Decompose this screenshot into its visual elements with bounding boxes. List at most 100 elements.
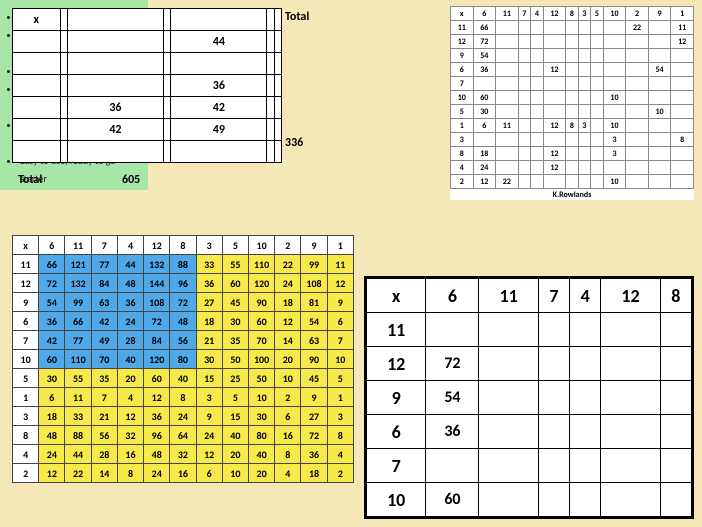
bl-header: 12 bbox=[144, 236, 170, 255]
bl-cell: 100 bbox=[248, 350, 274, 369]
tr-cell bbox=[626, 161, 649, 175]
bl-cell: 60 bbox=[248, 312, 274, 331]
tr-header: x bbox=[451, 7, 474, 21]
bl-header: 5 bbox=[222, 236, 248, 255]
tr-cell: 8 bbox=[566, 119, 579, 133]
tr-cell bbox=[518, 35, 531, 49]
tr-cell bbox=[543, 49, 566, 63]
bl-cell: 40 bbox=[117, 350, 143, 369]
bl-cell: 16 bbox=[275, 426, 301, 445]
bl-cell: 56 bbox=[91, 426, 117, 445]
br-row-header: 11 bbox=[367, 313, 426, 347]
tl-cell bbox=[13, 97, 61, 119]
bl-cell: 63 bbox=[301, 331, 327, 350]
tr-cell bbox=[671, 63, 694, 77]
bl-cell: 9 bbox=[327, 293, 353, 312]
bl-cell: 77 bbox=[91, 255, 117, 274]
bl-cell: 18 bbox=[39, 407, 65, 426]
tl-cell bbox=[274, 31, 281, 53]
bl-cell: 40 bbox=[248, 445, 274, 464]
tr-cell bbox=[591, 35, 604, 49]
bl-cell: 22 bbox=[275, 255, 301, 274]
tr-cell: 22 bbox=[496, 175, 519, 189]
tr-cell bbox=[626, 63, 649, 77]
br-cell bbox=[538, 347, 569, 381]
tr-cell bbox=[496, 77, 519, 91]
tr-cell: 54 bbox=[648, 63, 671, 77]
tr-cell bbox=[543, 91, 566, 105]
tl-cell bbox=[67, 53, 163, 75]
bl-cell: 20 bbox=[117, 369, 143, 388]
tr-cell bbox=[626, 91, 649, 105]
tl-cell bbox=[60, 75, 67, 97]
tr-cell: 12 bbox=[543, 63, 566, 77]
tl-total-label: Total bbox=[285, 10, 309, 24]
tr-cell bbox=[648, 21, 671, 35]
br-header: 4 bbox=[570, 279, 601, 313]
bl-cell: 35 bbox=[91, 369, 117, 388]
bl-cell: 25 bbox=[222, 369, 248, 388]
bl-cell: 9 bbox=[301, 388, 327, 407]
tr-cell bbox=[648, 175, 671, 189]
bl-cell: 45 bbox=[222, 293, 248, 312]
tr-cell bbox=[543, 77, 566, 91]
tr-header: 5 bbox=[591, 7, 604, 21]
tr-row-header: 6 bbox=[451, 63, 474, 77]
tl-cell bbox=[60, 119, 67, 141]
tr-cell bbox=[671, 161, 694, 175]
bl-cell: 2 bbox=[275, 388, 301, 407]
bl-cell: 16 bbox=[117, 445, 143, 464]
bl-cell: 60 bbox=[39, 350, 65, 369]
bl-cell: 48 bbox=[117, 274, 143, 293]
tr-cell bbox=[591, 77, 604, 91]
br-cell bbox=[660, 449, 691, 483]
tr-cell bbox=[518, 77, 531, 91]
tl-cell bbox=[13, 53, 61, 75]
tl-cell: x bbox=[13, 9, 61, 31]
bl-cell: 18 bbox=[275, 293, 301, 312]
bl-cell: 8 bbox=[170, 388, 196, 407]
bl-cell: 28 bbox=[117, 331, 143, 350]
tr-header: 3 bbox=[578, 7, 591, 21]
tl-cell bbox=[274, 141, 281, 163]
bl-cell: 15 bbox=[196, 369, 222, 388]
tl-cell bbox=[267, 75, 274, 97]
tr-cell bbox=[671, 175, 694, 189]
tr-cell bbox=[496, 161, 519, 175]
tr-caption: K.Rowlands bbox=[450, 190, 694, 200]
br-header: x bbox=[367, 279, 426, 313]
br-cell: 72 bbox=[426, 347, 479, 381]
tr-cell bbox=[578, 35, 591, 49]
br-cell bbox=[426, 449, 479, 483]
bl-cell: 110 bbox=[65, 350, 91, 369]
bl-row-header: 10 bbox=[13, 350, 39, 369]
br-cell bbox=[479, 347, 538, 381]
br-cell bbox=[479, 313, 538, 347]
tr-cell: 18 bbox=[473, 147, 496, 161]
bl-cell: 33 bbox=[65, 407, 91, 426]
tr-cell bbox=[518, 119, 531, 133]
bl-cell: 44 bbox=[117, 255, 143, 274]
bl-header: x bbox=[13, 236, 39, 255]
tr-cell bbox=[518, 105, 531, 119]
bl-cell: 49 bbox=[91, 331, 117, 350]
tr-cell: 72 bbox=[473, 35, 496, 49]
bl-cell: 40 bbox=[222, 426, 248, 445]
tr-cell: 8 bbox=[671, 133, 694, 147]
tr-cell: 12 bbox=[543, 147, 566, 161]
tr-cell bbox=[531, 77, 544, 91]
tl-cell bbox=[274, 9, 281, 31]
tl-cell bbox=[267, 53, 274, 75]
br-cell: 36 bbox=[426, 415, 479, 449]
bl-cell: 56 bbox=[170, 331, 196, 350]
tl-cell bbox=[13, 75, 61, 97]
br-cell bbox=[601, 313, 660, 347]
bl-cell: 21 bbox=[196, 331, 222, 350]
bl-cell: 66 bbox=[39, 255, 65, 274]
br-header: 11 bbox=[479, 279, 538, 313]
bl-header: 11 bbox=[65, 236, 91, 255]
br-row-header: 7 bbox=[367, 449, 426, 483]
tl-cell bbox=[274, 53, 281, 75]
tr-row-header: 12 bbox=[451, 35, 474, 49]
tr-cell bbox=[603, 161, 626, 175]
